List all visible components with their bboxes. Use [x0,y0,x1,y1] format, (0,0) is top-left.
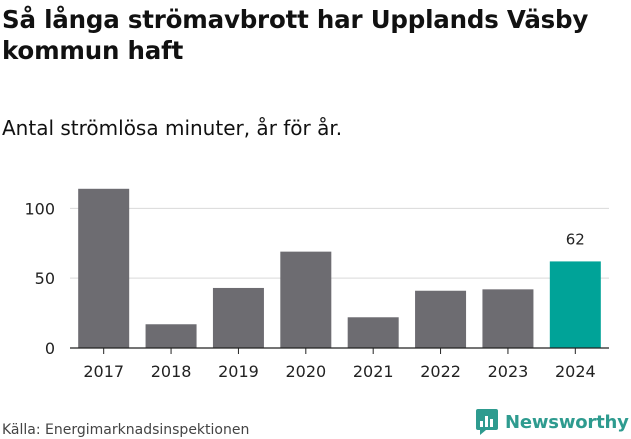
x-tick-label-2021: 2021 [353,362,394,381]
x-tick-label-2017: 2017 [83,362,124,381]
bar-2021 [347,317,399,348]
logo-text: Newsworthy [505,411,629,433]
x-tick-label-2023: 2023 [488,362,529,381]
bar-2024 [549,261,601,348]
y-tick-label-0: 0 [45,339,55,358]
x-tick-label-2019: 2019 [218,362,259,381]
bar-2023 [482,289,534,348]
x-tick-label-2018: 2018 [151,362,192,381]
bar-2022 [415,290,467,348]
bar-chart: 0 50 100 2017 2018 2019 2020 2021 2022 2023 2024 62 [24,188,609,381]
bar-2017 [78,188,130,348]
x-tick-label-2020: 2020 [285,362,326,381]
data-label-2024: 62 [566,230,585,248]
x-tick-label-2022: 2022 [420,362,461,381]
source-note: Källa: Energimarknadsinspektionen [2,422,250,438]
newsworthy-bar-chart-icon [476,409,498,435]
chart-subtitle: Antal strömlösa minuter, år för år. [2,116,343,140]
bar-2019 [212,287,264,348]
chart-title: Så långa strömavbrott har Upplands Väsby… [2,5,589,65]
y-tick-label-50: 50 [35,269,55,288]
y-tick-label-100: 100 [24,199,55,218]
x-tick-label-2024: 2024 [555,362,596,381]
bar-2020 [280,251,332,348]
bar-2018 [145,324,197,348]
newsworthy-logo: Newsworthy [475,407,629,437]
